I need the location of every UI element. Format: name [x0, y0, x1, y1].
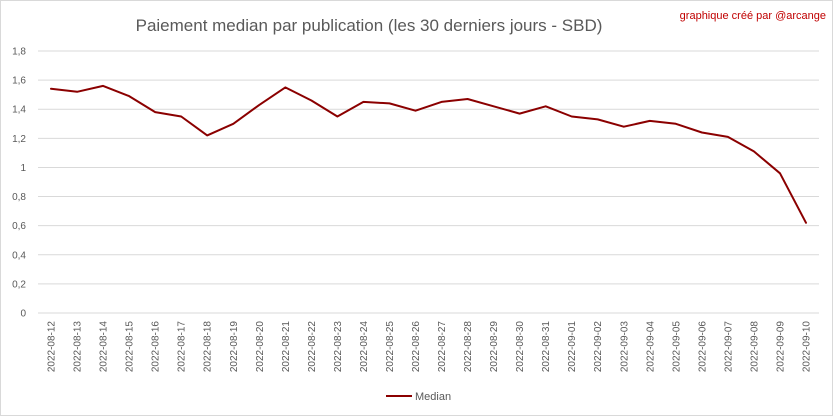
y-axis-ticks: 0 0,2 0,4 0,6 0,8 1 1,2 1,4 1,6 1,8: [12, 47, 26, 320]
chart-credit: graphique créé par @arcange: [680, 10, 826, 22]
x-tick-label: 2022-08-20: [255, 321, 266, 373]
x-tick-label: 2022-09-10: [801, 321, 812, 373]
x-tick-label: 2022-08-18: [203, 321, 214, 373]
x-tick-label: 2022-08-24: [359, 321, 370, 373]
x-tick-label: 2022-09-07: [723, 321, 734, 373]
chart-title: Paiement median par publication (les 30 …: [136, 16, 603, 35]
x-tick-label: 2022-08-27: [437, 321, 448, 373]
y-tick-label: 1,8: [12, 47, 26, 58]
gridlines: [38, 50, 819, 314]
x-tick-label: 2022-08-13: [73, 321, 84, 373]
x-tick-label: 2022-08-30: [515, 321, 526, 373]
x-tick-label: 2022-08-26: [411, 321, 422, 373]
x-tick-label: 2022-08-16: [151, 321, 162, 373]
x-tick-label: 2022-09-01: [567, 321, 578, 373]
x-tick-label: 2022-08-12: [47, 321, 58, 373]
x-tick-label: 2022-09-06: [697, 321, 708, 373]
x-tick-label: 2022-08-29: [489, 321, 500, 373]
x-tick-label: 2022-09-03: [619, 321, 630, 373]
x-tick-label: 2022-08-23: [333, 321, 344, 373]
x-tick-label: 2022-09-09: [775, 321, 786, 373]
x-tick-label: 2022-09-08: [749, 321, 760, 373]
x-tick-label: 2022-08-17: [177, 321, 188, 373]
x-tick-label: 2022-08-14: [99, 321, 110, 373]
legend-label-median: Median: [415, 391, 451, 403]
y-tick-label: 1,4: [12, 105, 26, 116]
x-tick-label: 2022-09-05: [671, 321, 682, 373]
y-tick-label: 0,4: [12, 250, 26, 261]
series-lines: [50, 84, 807, 224]
y-tick-label: 1: [20, 163, 26, 174]
y-tick-label: 0,6: [12, 221, 26, 232]
x-tick-label: 2022-08-21: [281, 321, 292, 373]
y-tick-label: 1,6: [12, 76, 26, 87]
x-tick-label: 2022-09-04: [645, 321, 656, 373]
y-tick-label: 0: [20, 309, 26, 320]
y-tick-label: 0,8: [12, 192, 26, 203]
y-tick-label: 1,2: [12, 134, 26, 145]
x-tick-label: 2022-09-02: [593, 321, 604, 373]
x-tick-label: 2022-08-28: [463, 321, 474, 373]
x-tick-label: 2022-08-31: [541, 321, 552, 373]
x-tick-label: 2022-08-22: [307, 321, 318, 373]
x-tick-label: 2022-08-25: [385, 321, 396, 373]
x-tick-label: 2022-08-15: [125, 321, 136, 373]
legend: Median: [386, 391, 451, 403]
y-tick-label: 0,2: [12, 279, 26, 290]
x-tick-label: 2022-08-19: [229, 321, 240, 373]
x-axis-ticks: 2022-08-12 2022-08-13 2022-08-14 2022-08-15…: [47, 321, 813, 373]
series-line-median: [50, 84, 807, 224]
